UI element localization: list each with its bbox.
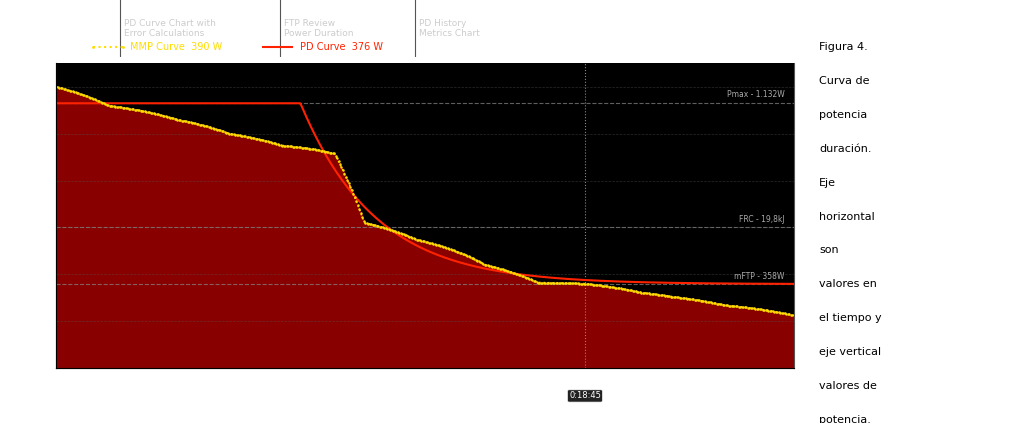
Text: 0:18:45: 0:18:45 [569,391,601,401]
Text: mFTP - 358W: mFTP - 358W [734,272,784,280]
Text: Curva de: Curva de [819,76,869,86]
Text: 2018: 2018 [56,41,83,52]
Text: potencia: potencia [819,110,867,120]
Text: PD Curve Chart with
Error Calculations: PD Curve Chart with Error Calculations [124,19,216,38]
Text: Pmax - 1.132W: Pmax - 1.132W [727,90,784,99]
Text: valores en: valores en [819,279,878,289]
Text: valores de: valores de [819,381,878,391]
Text: ·: · [2,3,6,17]
Text: MMP Curve  390 W: MMP Curve 390 W [130,41,222,52]
X-axis label: hms: hms [415,392,435,401]
Text: el tiempo y: el tiempo y [819,313,882,323]
Text: FRC - 19,8kJ: FRC - 19,8kJ [739,215,784,224]
Text: Figura 4.: Figura 4. [819,42,868,52]
Text: duración.: duración. [819,144,871,154]
Text: horizontal: horizontal [819,212,874,222]
Text: eje vertical: eje vertical [819,347,882,357]
Text: · PD Curve
Metrics: · PD Curve Metrics [12,19,59,38]
Text: PD Curve  376 W: PD Curve 376 W [300,41,383,52]
Text: PD History
Metrics Chart: PD History Metrics Chart [420,19,480,38]
Text: Eje: Eje [819,178,837,188]
Text: son: son [819,245,839,255]
Y-axis label: W: W [5,206,15,216]
Text: potencia.: potencia. [819,415,871,423]
Text: FTP Review
Power Duration: FTP Review Power Duration [284,19,353,38]
